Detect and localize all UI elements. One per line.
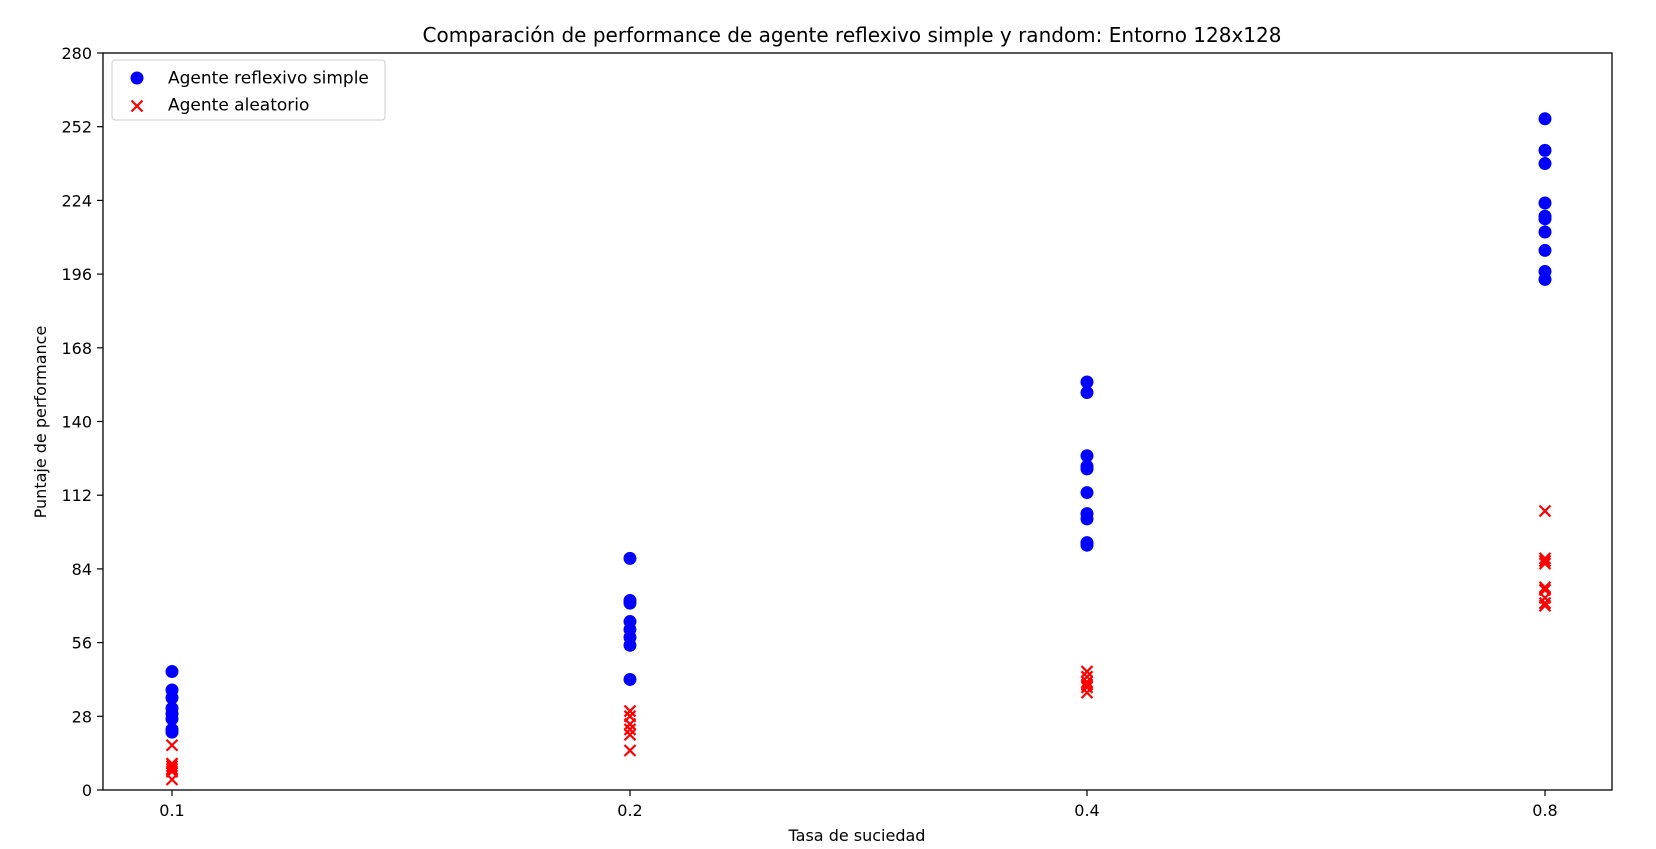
data-point-reflexivo (623, 672, 637, 686)
data-point-aleatorio (623, 723, 637, 736)
y-tick-label: 280 (61, 44, 92, 63)
data-point-aleatorio (1080, 675, 1094, 689)
data-point-aleatorio (1538, 596, 1552, 610)
data-point-reflexivo (623, 551, 637, 565)
y-tick-label: 0 (82, 781, 92, 800)
y-tick-label: 224 (61, 191, 92, 210)
y-tick-label: 112 (61, 486, 92, 505)
series-aleatorio (165, 504, 1552, 786)
plot-frame (102, 52, 1613, 791)
data-point-aleatorio (1538, 557, 1552, 570)
data-point-reflexivo (1080, 538, 1094, 552)
data-point-reflexivo (1080, 375, 1094, 389)
plot-area (103, 53, 1612, 790)
data-point-reflexivo (165, 665, 179, 679)
legend-label-aleatorio: Agente aleatorio (168, 96, 309, 116)
data-point-reflexivo (1538, 243, 1552, 257)
data-point-aleatorio (1538, 504, 1552, 518)
data-point-aleatorio (623, 704, 637, 718)
data-points (165, 112, 1552, 786)
data-point-reflexivo (165, 725, 179, 739)
x-axis: 0.1 0.2 0.4 0.8 (159, 790, 1558, 820)
data-point-reflexivo (165, 691, 179, 705)
y-tick-label: 140 (61, 413, 92, 432)
data-point-aleatorio (623, 744, 637, 757)
data-point-aleatorio (165, 738, 179, 752)
y-axis: 0 28 56 84 112 140 168 196 224 252 280 (61, 44, 103, 800)
y-tick-label: 252 (61, 118, 92, 137)
x-axis-label: Tasa de suciedad (788, 826, 926, 845)
data-point-aleatorio (623, 728, 637, 742)
data-point-reflexivo (1538, 196, 1552, 210)
data-point-reflexivo (623, 596, 637, 610)
series-reflexivo (165, 112, 1552, 739)
legend-box (111, 59, 386, 121)
y-tick-label: 28 (72, 707, 92, 726)
data-point-aleatorio (1538, 581, 1552, 594)
data-point-reflexivo (1538, 272, 1552, 286)
data-point-reflexivo (1538, 157, 1552, 171)
data-point-aleatorio (1080, 681, 1094, 694)
data-point-aleatorio (165, 762, 179, 776)
x-tick-label: 0.1 (159, 801, 184, 820)
data-point-reflexivo (1080, 512, 1094, 526)
chart-title: Comparación de performance de agente ref… (423, 23, 1282, 47)
data-point-reflexivo (1080, 486, 1094, 500)
data-point-aleatorio (1538, 599, 1552, 613)
legend-label-reflexivo: Agente reflexivo simple (168, 69, 369, 89)
data-point-reflexivo (1080, 462, 1094, 476)
data-point-aleatorio (1080, 686, 1094, 699)
data-point-aleatorio (1080, 665, 1094, 678)
data-point-aleatorio (1538, 552, 1552, 565)
x-tick-label: 0.4 (1074, 801, 1099, 820)
x-tick-label: 0.8 (1532, 801, 1557, 820)
legend-marker-reflexivo (130, 71, 144, 85)
data-point-aleatorio (1538, 554, 1552, 568)
data-point-reflexivo (623, 638, 637, 652)
data-point-reflexivo (1080, 449, 1094, 463)
data-point-reflexivo (1538, 112, 1552, 126)
legend-marker-aleatorio (130, 99, 144, 113)
data-point-aleatorio (623, 717, 637, 731)
data-point-reflexivo (1538, 212, 1552, 226)
data-point-reflexivo (165, 712, 179, 726)
data-point-reflexivo (1538, 225, 1552, 239)
data-point-aleatorio (165, 773, 179, 786)
legend: Agente reflexivo simple Agente aleatorio (111, 59, 386, 121)
y-tick-label: 168 (61, 339, 92, 358)
data-point-reflexivo (1080, 386, 1094, 400)
y-axis-label: Puntaje de performance (31, 326, 50, 519)
data-point-reflexivo (1538, 143, 1552, 157)
y-tick-label: 84 (72, 560, 92, 579)
data-point-aleatorio (165, 760, 179, 773)
x-tick-label: 0.2 (617, 801, 642, 820)
y-tick-label: 56 (72, 634, 92, 653)
y-tick-label: 196 (61, 265, 92, 284)
